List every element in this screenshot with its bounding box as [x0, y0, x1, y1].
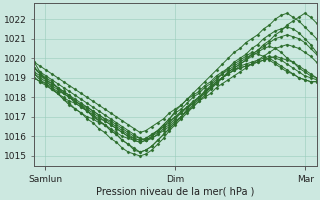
X-axis label: Pression niveau de la mer( hPa ): Pression niveau de la mer( hPa ) [96, 187, 254, 197]
